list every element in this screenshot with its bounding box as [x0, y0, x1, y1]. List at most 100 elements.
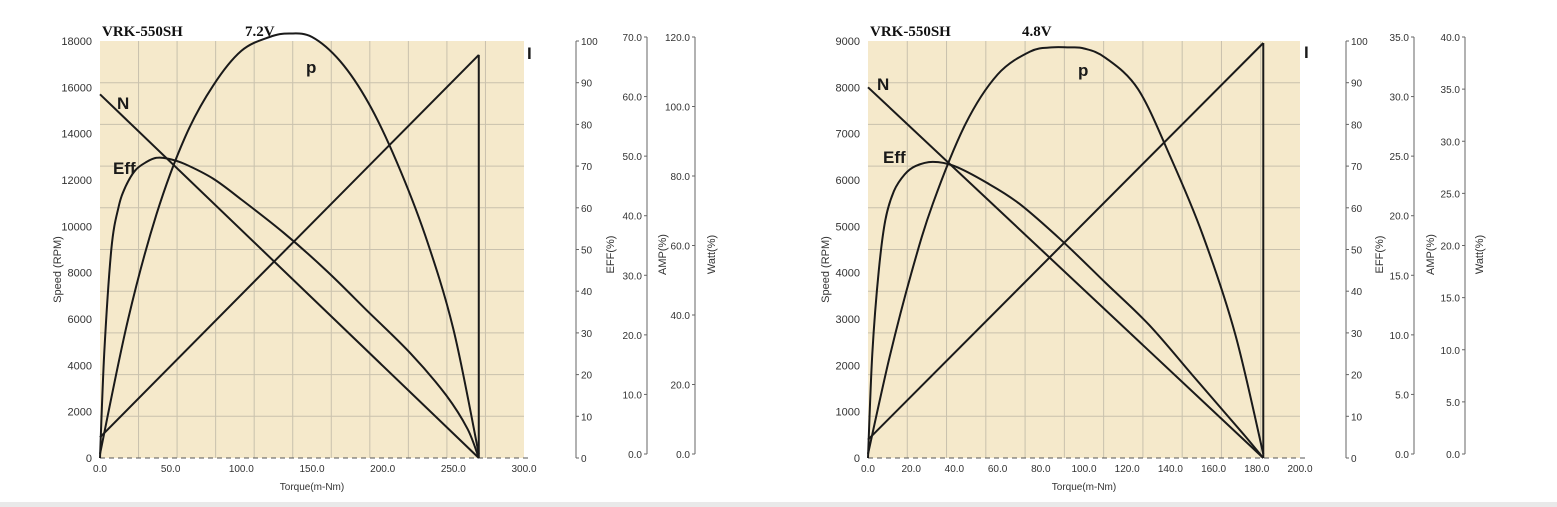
speed-tick-label: 4000: [836, 268, 860, 280]
x-tick-label: 100.0: [1071, 464, 1096, 475]
speed-tick-label: 9000: [836, 36, 860, 48]
amp-tick-label: 25.0: [1390, 152, 1410, 163]
eff-tick-label: 90: [581, 79, 593, 90]
series-line-i: [867, 42, 1265, 441]
amp-tick-label: 30.0: [623, 271, 643, 282]
amp-tick-label: 20.0: [623, 331, 643, 342]
amp-tick-label: 0.0: [628, 450, 642, 461]
chart-model-title: VRK-550SH: [102, 24, 183, 40]
speed-tick-label: 3000: [836, 314, 860, 326]
speed-tick-label: 1000: [836, 407, 860, 419]
chart-voltage-title: 4.8V: [1022, 24, 1052, 40]
curve-label-n: N: [877, 75, 889, 94]
eff-tick-label: 10: [1351, 412, 1363, 423]
eff-tick-label: 40: [581, 287, 593, 298]
eff-tick-label: 70: [581, 162, 593, 173]
speed-axis-label: Speed (RPM): [820, 236, 832, 303]
amp-tick-label: 15.0: [1390, 271, 1410, 282]
amp-axis-label: AMP(%): [657, 234, 669, 275]
watt-tick-label: 30.0: [1441, 137, 1461, 148]
speed-tick-label: 5000: [836, 221, 860, 233]
amp-tick-label: 50.0: [623, 152, 643, 163]
speed-tick-label: 0: [86, 453, 92, 465]
eff-tick-label: 40: [1351, 287, 1363, 298]
amp-tick-label: 70.0: [623, 33, 643, 44]
speed-tick-label: 16000: [61, 82, 92, 94]
eff-tick-label: 100: [1351, 37, 1368, 48]
watt-tick-label: 0.0: [676, 450, 690, 461]
x-tick-label: 0.0: [93, 464, 107, 475]
chart-model-title: VRK-550SH: [870, 24, 951, 40]
speed-tick-label: 2000: [68, 407, 92, 419]
watt-tick-label: 25.0: [1441, 189, 1461, 200]
x-tick-label: 20.0: [901, 464, 921, 475]
x-tick-label: 140.0: [1158, 464, 1183, 475]
speed-tick-label: 14000: [61, 129, 92, 141]
watt-tick-label: 80.0: [671, 172, 691, 183]
curve-label-i: I: [1304, 43, 1309, 62]
x-tick-label: 80.0: [1031, 464, 1051, 475]
watt-axis-label: Watt(%): [706, 235, 718, 274]
speed-tick-label: 10000: [61, 221, 92, 233]
chart-1: VRK-550SH 7.2V0.0 50.0 100.0 150.0 200.0 250.0…: [52, 24, 718, 493]
x-tick-label: 180.0: [1244, 464, 1269, 475]
amp-tick-label: 10.0: [623, 390, 643, 401]
eff-tick-label: 0: [1351, 454, 1357, 465]
footer-shade: [0, 502, 1557, 507]
watt-tick-label: 20.0: [1441, 242, 1461, 253]
x-tick-label: 120.0: [1115, 464, 1140, 475]
watt-tick-label: 100.0: [665, 103, 690, 114]
watt-tick-label: 35.0: [1441, 85, 1461, 96]
amp-tick-label: 5.0: [1395, 390, 1409, 401]
watt-tick-label: 20.0: [671, 381, 691, 392]
x-tick-label: 100.0: [229, 464, 254, 475]
eff-tick-label: 50: [1351, 246, 1363, 257]
eff-tick-label: 60: [1351, 204, 1363, 215]
series-line-eff: [867, 160, 1265, 459]
x-tick-label: 200.0: [370, 464, 395, 475]
watt-tick-label: 40.0: [1441, 33, 1461, 44]
chart-2: VRK-550SH 4.8V 0.0 20.0 40.0 60.0 80.0 100.0 120…: [820, 24, 1486, 493]
watt-tick-label: 120.0: [665, 33, 690, 44]
series-line-i: [99, 54, 480, 439]
amp-tick-label: 35.0: [1390, 33, 1410, 44]
eff-tick-label: 90: [1351, 79, 1363, 90]
speed-tick-label: 18000: [61, 36, 92, 48]
speed-tick-label: 7000: [836, 129, 860, 141]
eff-tick-label: 60: [581, 204, 593, 215]
x-tick-label: 200.0: [1287, 464, 1312, 475]
chart-voltage-title: 7.2V: [245, 24, 275, 40]
amp-tick-label: 20.0: [1390, 212, 1410, 223]
x-tick-label: 50.0: [161, 464, 181, 475]
speed-tick-label: 4000: [68, 360, 92, 372]
x-tick-label: 250.0: [441, 464, 466, 475]
eff-tick-label: 30: [1351, 329, 1363, 340]
eff-tick-label: 100: [581, 37, 598, 48]
x-tick-label: 60.0: [988, 464, 1008, 475]
eff-tick-label: 10: [581, 412, 593, 423]
curve-label-i: I: [527, 44, 532, 63]
eff-tick-label: 80: [1351, 120, 1363, 131]
watt-axis-label: Watt(%): [1474, 235, 1486, 274]
speed-tick-label: 0: [854, 453, 860, 465]
series-line-eff: [99, 156, 480, 459]
x-tick-label: 40.0: [945, 464, 965, 475]
series-line-n: [99, 93, 480, 459]
series-line-p: [99, 32, 480, 455]
x-tick-label: 0.0: [861, 464, 875, 475]
speed-tick-label: 6000: [68, 314, 92, 326]
curve-label-p: p: [1078, 61, 1088, 80]
x-tick-label: 150.0: [299, 464, 324, 475]
curve-label-n: N: [117, 94, 129, 113]
amp-tick-label: 60.0: [623, 93, 643, 104]
x-axis-label: Torque(m-Nm): [280, 482, 344, 493]
curve-label-p: p: [306, 58, 316, 77]
speed-tick-label: 8000: [68, 268, 92, 280]
speed-tick-label: 12000: [61, 175, 92, 187]
watt-tick-label: 60.0: [671, 242, 691, 253]
watt-tick-label: 10.0: [1441, 346, 1461, 357]
eff-tick-label: 20: [581, 371, 593, 382]
eff-tick-label: 80: [581, 120, 593, 131]
watt-tick-label: 40.0: [671, 311, 691, 322]
amp-axis-label: AMP(%): [1425, 234, 1437, 275]
